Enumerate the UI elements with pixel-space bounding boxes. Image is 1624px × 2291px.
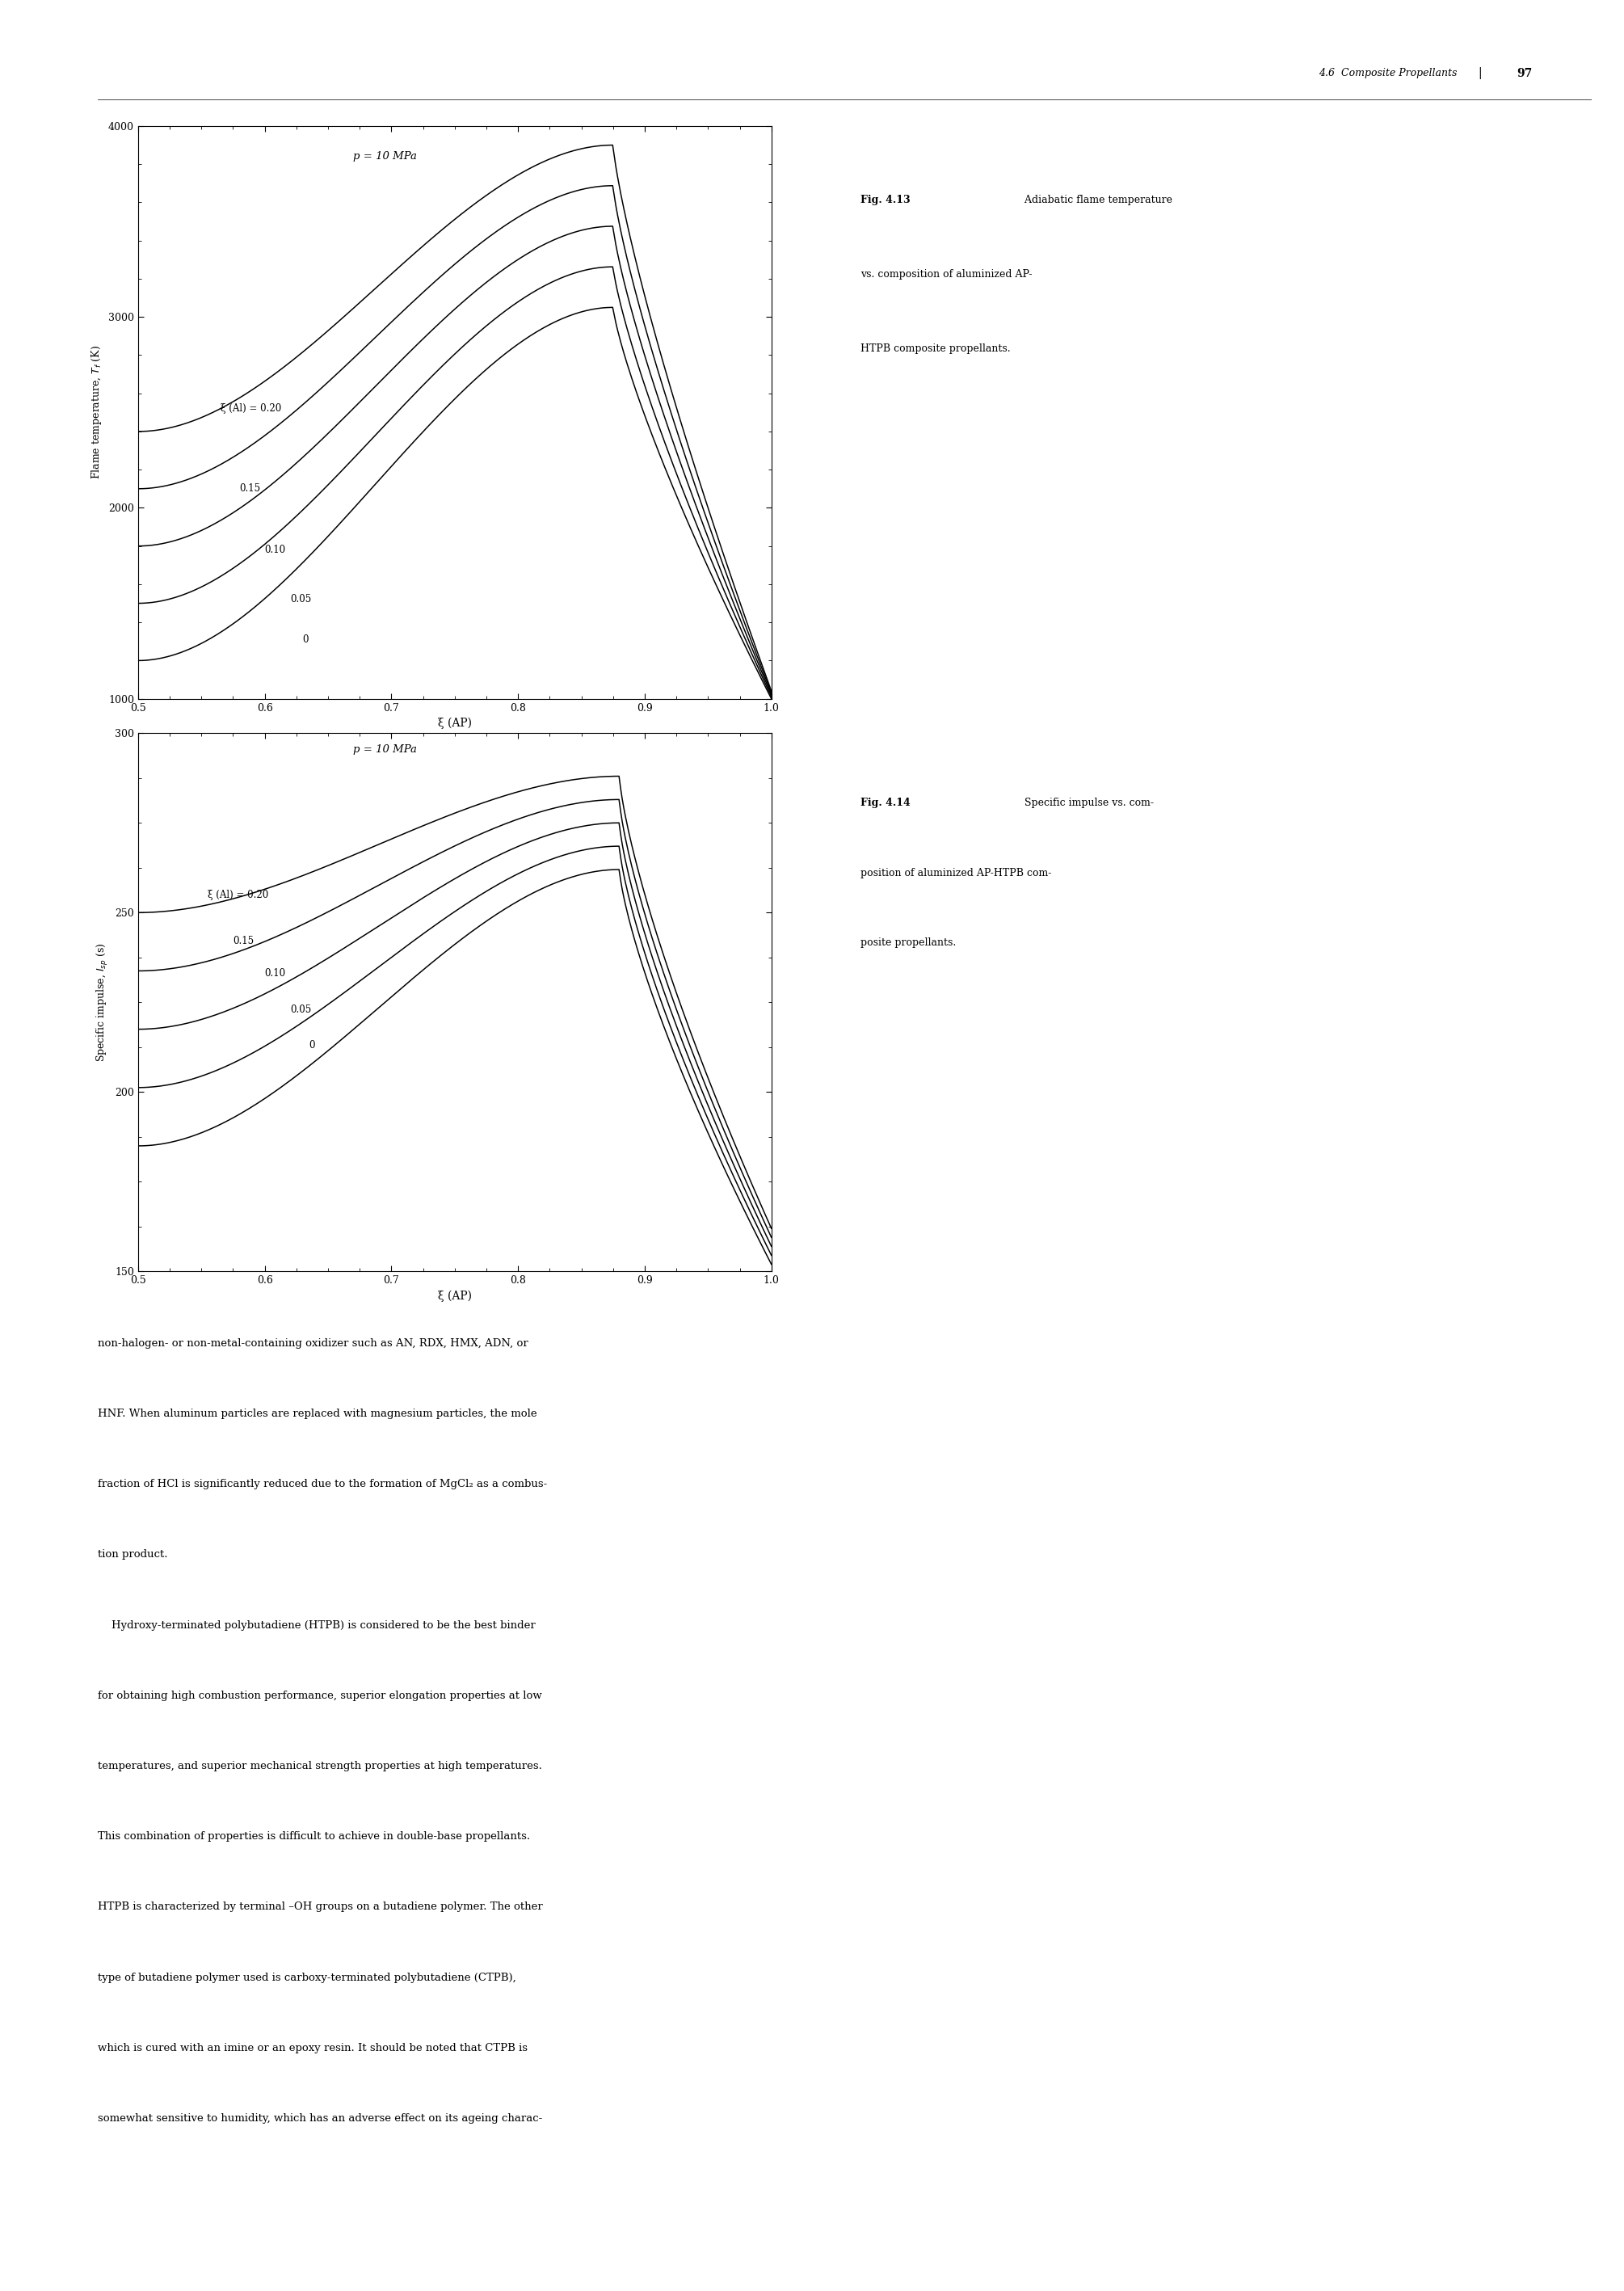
- Text: somewhat sensitive to humidity, which has an adverse effect on its ageing charac: somewhat sensitive to humidity, which ha…: [97, 2112, 542, 2124]
- Text: 0.10: 0.10: [265, 969, 286, 978]
- Text: HTPB is characterized by terminal –OH groups on a butadiene polymer. The other: HTPB is characterized by terminal –OH gr…: [97, 1902, 542, 1913]
- Text: fraction of HCl is significantly reduced due to the formation of MgCl₂ as a comb: fraction of HCl is significantly reduced…: [97, 1480, 547, 1489]
- Text: 97: 97: [1517, 69, 1531, 78]
- Y-axis label: Flame temperature, $T_f$ (K): Flame temperature, $T_f$ (K): [89, 346, 104, 479]
- Text: 0.05: 0.05: [291, 1003, 312, 1015]
- Text: Fig. 4.14: Fig. 4.14: [861, 797, 911, 809]
- Text: posite propellants.: posite propellants.: [861, 937, 957, 948]
- Text: |: |: [1478, 66, 1481, 80]
- Text: Specific impulse vs. com-: Specific impulse vs. com-: [1021, 797, 1155, 809]
- Text: Adiabatic flame temperature: Adiabatic flame temperature: [1021, 195, 1173, 206]
- Text: 0: 0: [302, 635, 309, 644]
- Text: ξ (Al) = 0.20: ξ (Al) = 0.20: [208, 889, 268, 900]
- Text: 4.6  Composite Propellants: 4.6 Composite Propellants: [1319, 69, 1457, 78]
- Y-axis label: Specific impulse, $I_{sp}$ (s): Specific impulse, $I_{sp}$ (s): [96, 942, 110, 1063]
- Text: p = 10 MPa: p = 10 MPa: [354, 151, 417, 160]
- Text: 0.05: 0.05: [291, 593, 312, 605]
- Text: 0.15: 0.15: [232, 937, 253, 946]
- X-axis label: ξ (AP): ξ (AP): [438, 717, 471, 729]
- Text: HNF. When aluminum particles are replaced with magnesium particles, the mole: HNF. When aluminum particles are replace…: [97, 1409, 536, 1418]
- Text: Hydroxy-terminated polybutadiene (HTPB) is considered to be the best binder: Hydroxy-terminated polybutadiene (HTPB) …: [97, 1620, 536, 1631]
- Text: 0: 0: [309, 1040, 315, 1052]
- X-axis label: ξ (AP): ξ (AP): [438, 1290, 471, 1301]
- Text: position of aluminized AP-HTPB com-: position of aluminized AP-HTPB com-: [861, 868, 1052, 877]
- Text: ξ (Al) = 0.20: ξ (Al) = 0.20: [221, 403, 281, 415]
- Text: for obtaining high combustion performance, superior elongation properties at low: for obtaining high combustion performanc…: [97, 1691, 542, 1700]
- Text: non-halogen- or non-metal-containing oxidizer such as AN, RDX, HMX, ADN, or: non-halogen- or non-metal-containing oxi…: [97, 1338, 528, 1349]
- Text: type of butadiene polymer used is carboxy-terminated polybutadiene (CTPB),: type of butadiene polymer used is carbox…: [97, 1973, 516, 1984]
- Text: Fig. 4.13: Fig. 4.13: [861, 195, 911, 206]
- Text: which is cured with an imine or an epoxy resin. It should be noted that CTPB is: which is cured with an imine or an epoxy…: [97, 2044, 528, 2053]
- Text: HTPB composite propellants.: HTPB composite propellants.: [861, 344, 1010, 355]
- Text: vs. composition of aluminized AP-: vs. composition of aluminized AP-: [861, 270, 1033, 280]
- Text: 0.10: 0.10: [265, 545, 286, 554]
- Text: p = 10 MPa: p = 10 MPa: [354, 745, 417, 754]
- Text: temperatures, and superior mechanical strength properties at high temperatures.: temperatures, and superior mechanical st…: [97, 1762, 542, 1771]
- Text: This combination of properties is difficult to achieve in double-base propellant: This combination of properties is diffic…: [97, 1831, 529, 1842]
- Text: 0.15: 0.15: [239, 483, 260, 495]
- Text: tion product.: tion product.: [97, 1549, 167, 1560]
